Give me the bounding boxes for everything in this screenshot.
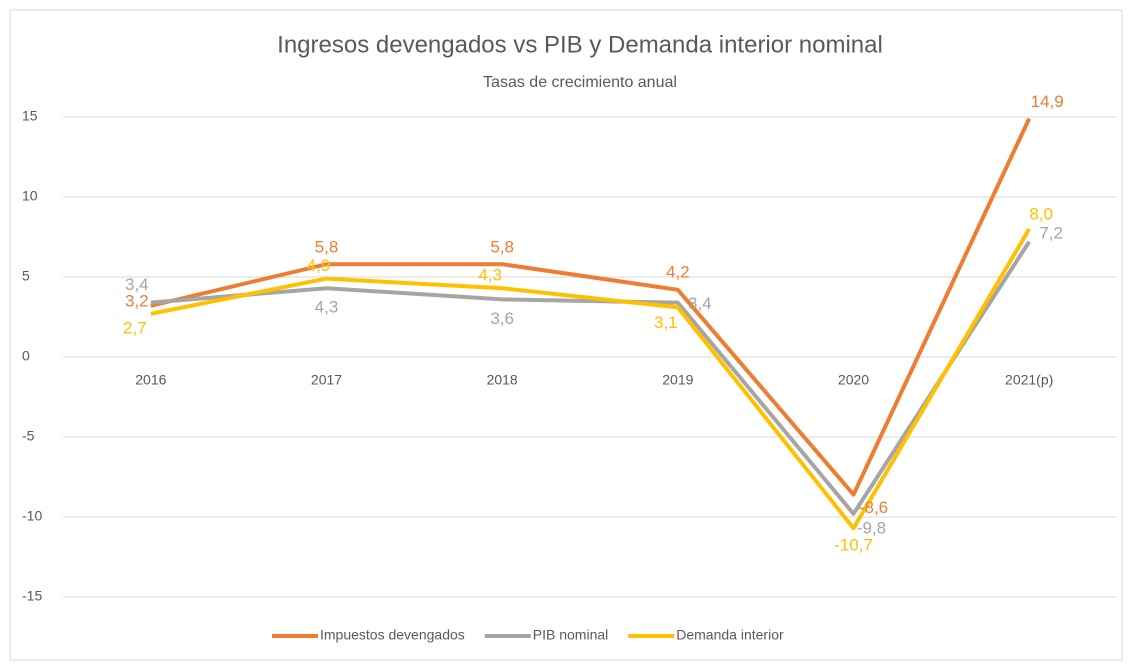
y-tick-label: -10 xyxy=(22,508,42,524)
legend-label: PIB nominal xyxy=(533,627,608,643)
data-label: 3,4 xyxy=(688,294,712,313)
x-tick-label: 2021(p) xyxy=(1005,372,1053,388)
data-label: 3,2 xyxy=(125,291,149,310)
x-tick-label: 2019 xyxy=(662,372,693,388)
y-tick-label: 10 xyxy=(22,188,38,204)
data-label: 2,7 xyxy=(123,318,147,337)
data-label: -10,7 xyxy=(834,536,873,555)
data-label: 5,8 xyxy=(315,238,339,257)
y-tick-label: -5 xyxy=(22,428,35,444)
data-label: 3,1 xyxy=(654,313,678,332)
y-tick-label: 5 xyxy=(22,268,30,284)
data-label: 4,3 xyxy=(315,298,339,317)
chart-subtitle: Tasas de crecimiento anual xyxy=(483,74,677,91)
series-line xyxy=(150,117,1031,497)
y-tick-label: 15 xyxy=(22,108,38,124)
x-tick-label: 2017 xyxy=(311,372,342,388)
x-tick-label: 2020 xyxy=(838,372,869,388)
data-label: 8,0 xyxy=(1029,204,1053,223)
data-label: 3,6 xyxy=(490,309,514,328)
x-tick-label: 2016 xyxy=(135,372,166,388)
chart-border xyxy=(9,9,1123,661)
legend-label: Impuestos devengados xyxy=(320,627,465,643)
data-label: -9,8 xyxy=(857,518,886,537)
data-label: 7,2 xyxy=(1039,223,1063,242)
data-label: 4,3 xyxy=(478,266,502,285)
legend-label: Demanda interior xyxy=(676,627,784,643)
series-line xyxy=(150,240,1031,516)
data-label: 5,8 xyxy=(490,238,514,257)
data-label: 14,9 xyxy=(1031,92,1064,111)
series-line xyxy=(150,227,1031,531)
data-label: -8,6 xyxy=(859,498,888,517)
y-tick-label: -15 xyxy=(22,588,42,604)
data-label: 4,2 xyxy=(666,262,690,281)
data-label: 3,4 xyxy=(125,275,149,294)
y-tick-label: 0 xyxy=(22,348,30,364)
x-tick-label: 2018 xyxy=(487,372,518,388)
data-label: 4,9 xyxy=(307,256,331,275)
chart-title: Ingresos devengados vs PIB y Demanda int… xyxy=(277,31,883,58)
